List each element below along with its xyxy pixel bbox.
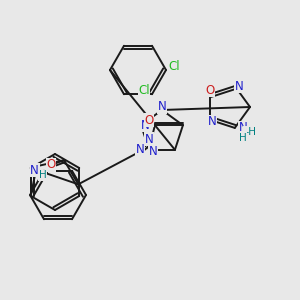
Text: N: N bbox=[208, 116, 217, 128]
Text: N: N bbox=[149, 145, 158, 158]
Text: N: N bbox=[238, 122, 247, 134]
Text: H: H bbox=[239, 133, 247, 143]
Text: O: O bbox=[46, 158, 56, 172]
Text: O: O bbox=[206, 84, 215, 97]
Text: N: N bbox=[158, 100, 166, 113]
Text: N: N bbox=[234, 80, 243, 93]
Text: N: N bbox=[30, 164, 39, 177]
Text: N: N bbox=[136, 143, 144, 156]
Text: –H: –H bbox=[243, 127, 256, 137]
Text: Cl: Cl bbox=[138, 84, 150, 97]
Text: O: O bbox=[144, 114, 154, 127]
Text: H: H bbox=[39, 170, 46, 180]
Text: Cl: Cl bbox=[168, 61, 180, 74]
Text: N: N bbox=[145, 133, 153, 146]
Text: N: N bbox=[141, 119, 149, 132]
